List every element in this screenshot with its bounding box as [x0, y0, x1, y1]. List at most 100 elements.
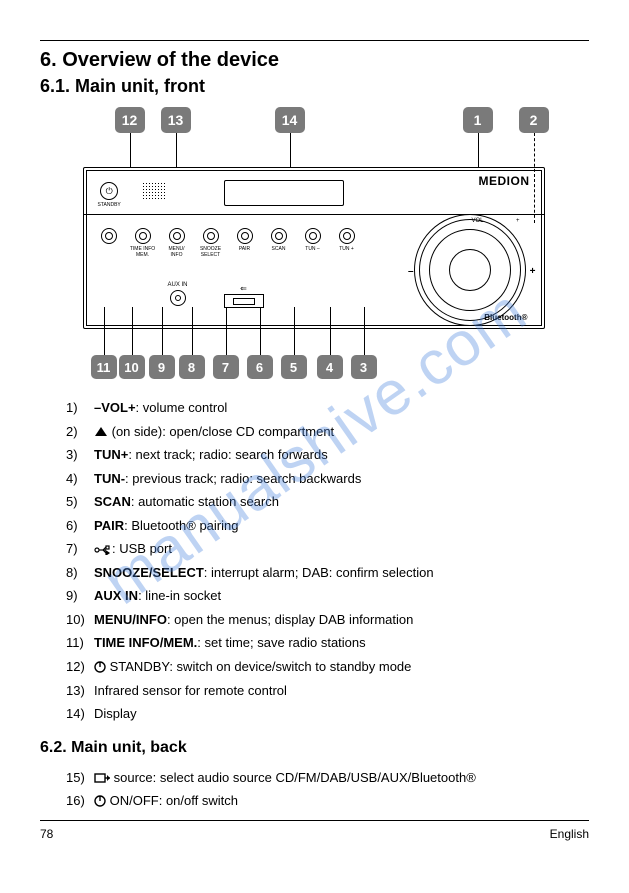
leader-line: [176, 133, 177, 167]
display-screen: [224, 180, 344, 206]
list-item: 16) ON/OFF: on/off switch: [66, 792, 589, 810]
diagram-legend: 1)–VOL+: volume control 2) (on side): ope…: [66, 399, 589, 723]
item-text: : USB port: [94, 540, 589, 558]
list-item: 14)Display: [66, 705, 589, 723]
list-item: 4)TUN-: previous track; radio: search ba…: [66, 470, 589, 488]
page-language: English: [550, 827, 589, 841]
callout-badge: 8: [179, 355, 205, 379]
item-text: TUN+: next track; radio: search forwards: [94, 446, 589, 464]
callout-badge: 6: [247, 355, 273, 379]
item-text: TIME INFO/MEM.: set time; save radio sta…: [94, 634, 589, 652]
callout-badge: 11: [91, 355, 117, 379]
item-text: Display: [94, 705, 589, 723]
callout-badge: 7: [213, 355, 239, 379]
callout-badge: 1: [463, 107, 493, 133]
item-number: 15): [66, 769, 94, 787]
list-item: 9)AUX IN: line-in socket: [66, 587, 589, 605]
item-text: Infrared sensor for remote control: [94, 682, 589, 700]
callout-badge: 13: [161, 107, 191, 133]
aux-in: AUX IN: [168, 282, 188, 306]
device-diagram: 12 13 14 12 MEDION ⏻ STANDBY TIME INFOMEM.M…: [65, 107, 565, 387]
leader-line: [132, 307, 133, 355]
subsection2-title: Main unit, back: [71, 739, 187, 756]
bluetooth-logo: Bluetooth®: [484, 313, 527, 322]
control-button: SNOOZESELECT: [196, 228, 226, 258]
diagram-legend-2: 15) source: select audio source CD/FM/DA…: [66, 769, 589, 810]
list-item: 1)–VOL+: volume control: [66, 399, 589, 417]
item-number: 6): [66, 517, 94, 535]
item-number: 11): [66, 634, 94, 652]
item-number: 16): [66, 792, 94, 810]
volume-dial: [414, 214, 526, 326]
callout-badge: 4: [317, 355, 343, 379]
subsection2-number: 6.2.: [40, 739, 67, 756]
vol-minus: –: [408, 266, 414, 277]
brand-label: MEDION: [479, 174, 530, 188]
list-item: 6)PAIR: Bluetooth® pairing: [66, 517, 589, 535]
item-number: 12): [66, 658, 94, 676]
item-text: PAIR: Bluetooth® pairing: [94, 517, 589, 535]
list-item: 10)MENU/INFO: open the menus; display DA…: [66, 611, 589, 629]
vol-label: VOL: [471, 218, 483, 224]
leader-line: [294, 307, 295, 355]
item-number: 5): [66, 493, 94, 511]
device-outline: MEDION ⏻ STANDBY TIME INFOMEM.MENU/INFOS…: [83, 167, 545, 329]
leader-line: [162, 307, 163, 355]
callout-badge: 5: [281, 355, 307, 379]
callout-badge: 10: [119, 355, 145, 379]
list-item: 8)SNOOZE/SELECT: interrupt alarm; DAB: c…: [66, 564, 589, 582]
list-item: 5)SCAN: automatic station search: [66, 493, 589, 511]
item-text: MENU/INFO: open the menus; display DAB i…: [94, 611, 589, 629]
item-number: 1): [66, 399, 94, 417]
item-text: SCAN: automatic station search: [94, 493, 589, 511]
list-item: 7): USB port: [66, 540, 589, 558]
control-button: TUN +: [332, 228, 362, 258]
item-number: 8): [66, 564, 94, 582]
control-button: PAIR: [230, 228, 260, 258]
leader-line: [290, 133, 291, 167]
vol-plus: +: [530, 266, 536, 277]
usb-port: ⇐: [224, 284, 264, 308]
control-button: MENU/INFO: [162, 228, 192, 258]
item-number: 9): [66, 587, 94, 605]
leader-line: [130, 133, 131, 167]
item-number: 10): [66, 611, 94, 629]
item-number: 4): [66, 470, 94, 488]
item-text: SNOOZE/SELECT: interrupt alarm; DAB: con…: [94, 564, 589, 582]
leader-line: [192, 307, 193, 355]
controls-row: TIME INFOMEM.MENU/INFOSNOOZESELECTPAIRSC…: [94, 228, 362, 258]
callout-badge: 2: [519, 107, 549, 133]
item-number: 3): [66, 446, 94, 464]
leader-line: [104, 307, 105, 355]
aux-label: AUX IN: [168, 282, 188, 288]
item-number: 13): [66, 682, 94, 700]
callout-badge: 9: [149, 355, 175, 379]
item-text: ON/OFF: on/off switch: [94, 792, 589, 810]
callout-badge: 14: [275, 107, 305, 133]
control-button: SCAN: [264, 228, 294, 258]
item-text: TUN-: previous track; radio: search back…: [94, 470, 589, 488]
item-text: source: select audio source CD/FM/DAB/US…: [94, 769, 589, 787]
leader-line: [330, 307, 331, 355]
callout-badge: 3: [351, 355, 377, 379]
leader-line: [226, 307, 227, 355]
standby-button: ⏻ STANDBY: [98, 182, 121, 208]
item-number: 14): [66, 705, 94, 723]
ir-sensor-icon: [142, 182, 166, 200]
item-number: 2): [66, 423, 94, 441]
list-item: 11)TIME INFO/MEM.: set time; save radio …: [66, 634, 589, 652]
list-item: 13)Infrared sensor for remote control: [66, 682, 589, 700]
control-button: TUN –: [298, 228, 328, 258]
control-button: [94, 228, 124, 258]
list-item: 2) (on side): open/close CD compartment: [66, 423, 589, 441]
section-number: 6.: [40, 49, 57, 71]
list-item: 15) source: select audio source CD/FM/DA…: [66, 769, 589, 787]
subsection-title: Main unit, front: [75, 76, 205, 96]
section-title: Overview of the device: [62, 49, 279, 71]
leader-line: [364, 307, 365, 355]
leader-line: [260, 307, 261, 355]
callout-badge: 12: [115, 107, 145, 133]
vol-plus-top: +: [516, 218, 520, 224]
item-text: AUX IN: line-in socket: [94, 587, 589, 605]
list-item: 12) STANDBY: switch on device/switch to …: [66, 658, 589, 676]
